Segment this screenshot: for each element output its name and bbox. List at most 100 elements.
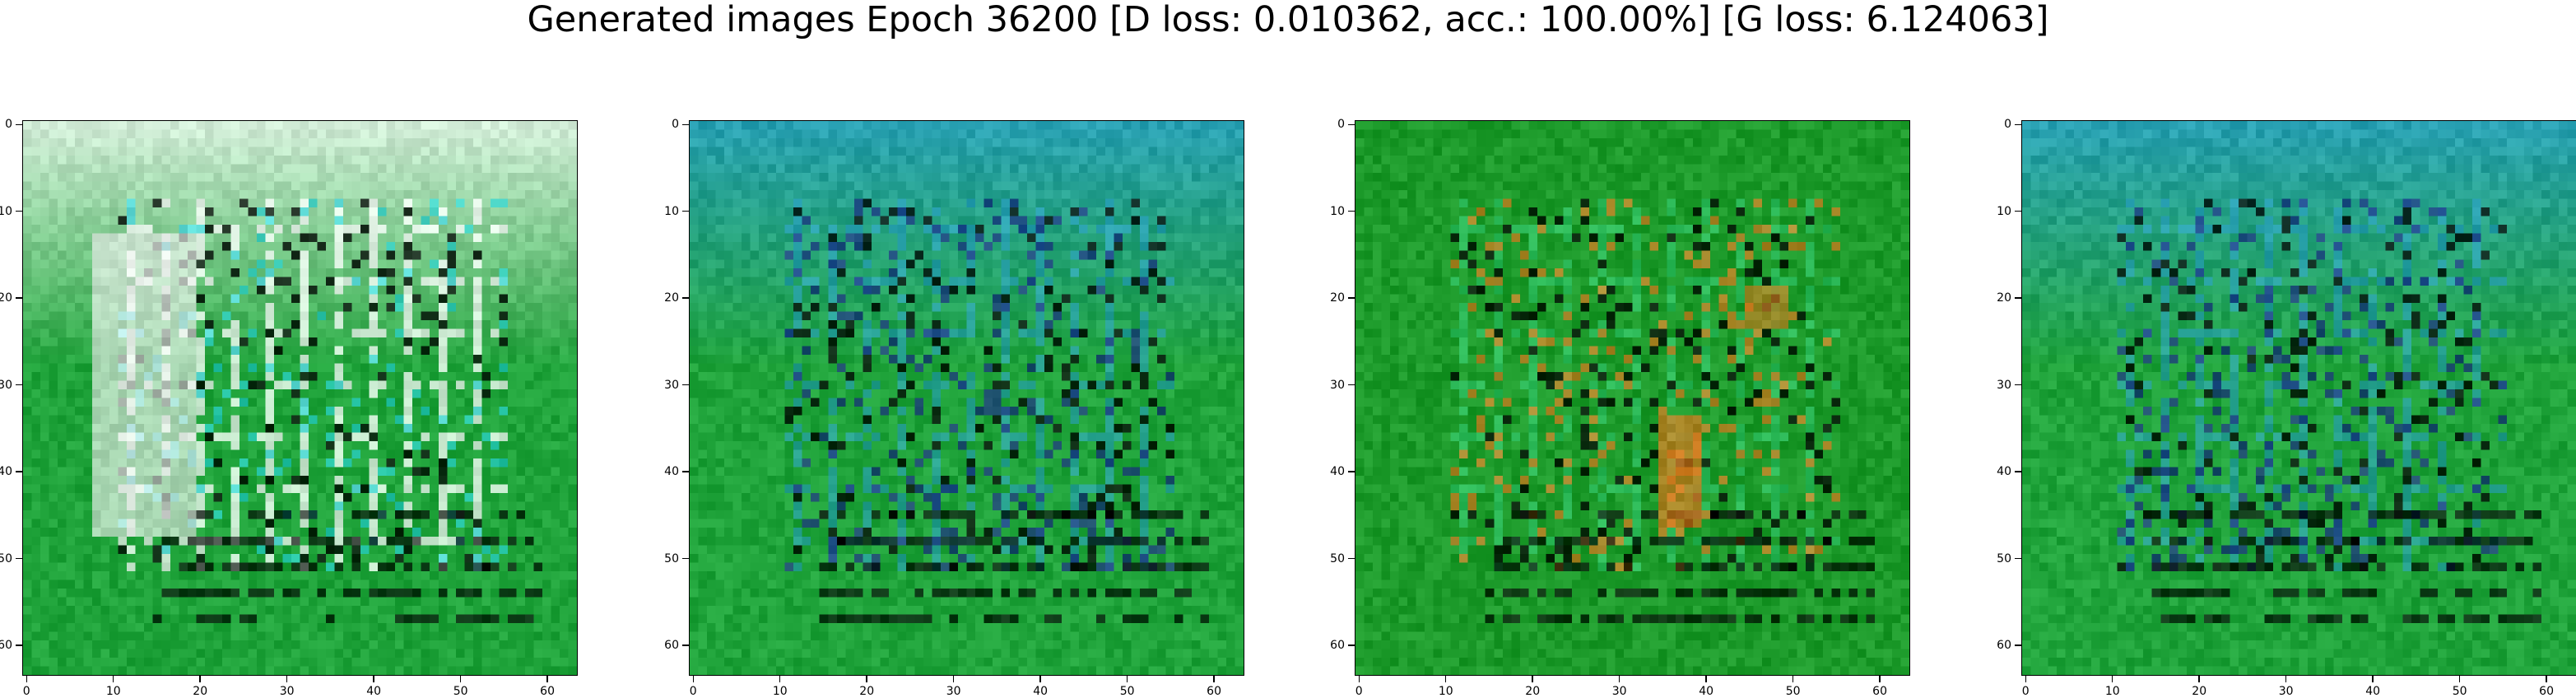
x-tick-label: 10 (1438, 685, 1453, 698)
y-tick-mark (16, 644, 22, 646)
x-tick-mark (373, 676, 374, 682)
x-tick-label: 40 (1699, 685, 1714, 698)
generated-image-2 (689, 120, 1244, 676)
x-tick-mark (1126, 676, 1128, 682)
y-tick-mark (2015, 123, 2021, 126)
image-pixels (690, 121, 1244, 675)
x-tick-label: 20 (1525, 685, 1541, 698)
y-tick-label: 40 (0, 465, 12, 479)
y-tick-label: 50 (1997, 551, 2011, 565)
x-tick-label: 40 (2365, 685, 2381, 698)
y-tick-label: 0 (672, 118, 679, 132)
y-tick-label: 30 (664, 378, 679, 392)
y-tick-mark (1348, 123, 1355, 126)
y-tick-mark (682, 297, 689, 299)
x-tick-mark (199, 676, 201, 682)
x-tick-mark (692, 676, 695, 682)
image-panel-4: 0 10 20 30 40 50 60 0 10 20 30 40 50 60 (1997, 118, 2576, 698)
x-tick-label: 20 (2192, 685, 2207, 698)
y-tick-label: 10 (1330, 204, 1345, 218)
generated-image-3 (1355, 120, 1910, 676)
y-tick-label: 40 (1330, 465, 1345, 479)
x-tick-label: 50 (1785, 685, 1801, 698)
y-tick-label: 60 (1330, 639, 1345, 653)
x-tick-mark (2372, 676, 2374, 682)
x-tick-mark (2458, 676, 2461, 682)
x-tick-label: 50 (453, 685, 468, 698)
x-tick-mark (1532, 676, 1533, 682)
y-tick-mark (16, 210, 22, 212)
y-tick-mark (16, 557, 22, 560)
x-tick-mark (1444, 676, 1447, 682)
image-panel-2: 0 10 20 30 40 50 60 0 10 20 30 40 50 60 (664, 118, 1244, 698)
y-tick-mark (16, 297, 22, 299)
y-tick-mark (1348, 297, 1355, 299)
y-tick-label: 60 (664, 639, 679, 653)
y-tick-label: 30 (1330, 378, 1345, 392)
image-pixels (2022, 121, 2576, 675)
x-tick-label: 60 (1207, 685, 1221, 698)
x-tick-mark (2198, 676, 2200, 682)
x-tick-mark (2025, 676, 2027, 682)
x-tick-label: 40 (1033, 685, 1049, 698)
x-tick-mark (2546, 676, 2547, 682)
y-tick-label: 20 (1330, 291, 1345, 305)
x-tick-label: 50 (2452, 685, 2467, 698)
y-tick-label: 30 (0, 378, 12, 392)
x-tick-mark (779, 676, 781, 682)
x-tick-mark (1618, 676, 1620, 682)
x-tick-label: 40 (366, 685, 382, 698)
y-tick-label: 0 (2004, 118, 2011, 132)
y-tick-mark (682, 384, 689, 386)
x-tick-mark (952, 676, 955, 682)
y-tick-label: 40 (664, 465, 679, 479)
x-tick-label: 10 (772, 685, 788, 698)
y-tick-mark (1348, 471, 1355, 472)
x-tick-mark (1039, 676, 1041, 682)
y-tick-label: 30 (1997, 378, 2011, 392)
image-pixels (23, 121, 577, 675)
x-tick-label: 10 (105, 685, 121, 698)
y-tick-mark (16, 384, 22, 386)
y-tick-mark (1348, 384, 1355, 386)
x-tick-mark (1705, 676, 1707, 682)
image-panel-1: 0 10 20 30 40 50 60 0 10 20 30 40 50 60 (0, 118, 578, 698)
y-tick-mark (682, 557, 689, 560)
image-pixels (1355, 121, 1909, 675)
y-tick-mark (2015, 210, 2021, 212)
x-tick-label: 10 (2104, 685, 2120, 698)
x-tick-label: 30 (279, 685, 295, 698)
y-tick-mark (2015, 471, 2021, 472)
x-tick-label: 50 (1119, 685, 1135, 698)
y-tick-label: 20 (0, 291, 12, 305)
x-tick-label: 60 (540, 685, 555, 698)
y-tick-label: 10 (0, 204, 12, 218)
x-tick-label: 0 (2021, 685, 2030, 698)
y-tick-mark (2015, 557, 2021, 560)
y-tick-label: 10 (1997, 204, 2011, 218)
y-tick-mark (16, 471, 22, 472)
x-tick-label: 30 (946, 685, 961, 698)
y-tick-mark (1348, 210, 1355, 212)
x-tick-label: 0 (22, 685, 30, 698)
y-tick-label: 50 (664, 551, 679, 565)
y-tick-label: 50 (0, 551, 12, 565)
generated-image-1 (22, 120, 578, 676)
x-tick-mark (2111, 676, 2113, 682)
y-tick-mark (682, 471, 689, 472)
y-tick-mark (2015, 384, 2021, 386)
y-tick-label: 20 (664, 291, 679, 305)
y-tick-mark (682, 123, 689, 126)
x-tick-label: 0 (1355, 685, 1363, 698)
figure-title: Generated images Epoch 36200 [D loss: 0.… (527, 0, 2049, 40)
y-tick-mark (1348, 644, 1355, 646)
x-tick-label: 60 (1872, 685, 1887, 698)
generated-image-4 (2021, 120, 2576, 676)
x-tick-mark (286, 676, 288, 682)
y-tick-label: 40 (1997, 465, 2011, 479)
x-tick-mark (546, 676, 548, 682)
x-tick-mark (1879, 676, 1881, 682)
x-tick-mark (1213, 676, 1215, 682)
x-tick-label: 30 (1611, 685, 1627, 698)
